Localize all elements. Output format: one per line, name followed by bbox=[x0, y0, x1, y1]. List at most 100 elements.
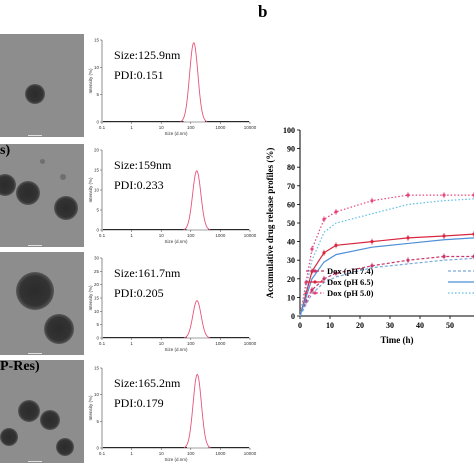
nanoparticle bbox=[0, 428, 18, 446]
release-x-axis-label: Time (h) bbox=[380, 335, 413, 345]
y-axis-label: Intensity (%) bbox=[88, 285, 93, 311]
x-tick-label: 1000 bbox=[215, 341, 226, 346]
release-y-tick-label: 100 bbox=[283, 126, 295, 135]
release-data-point bbox=[322, 277, 326, 281]
y-tick-label: 5 bbox=[96, 419, 99, 424]
tem-image-2: s) bbox=[0, 144, 84, 247]
y-tick-label: 20 bbox=[94, 148, 100, 153]
legend-label: Dox (pH 5.0) bbox=[327, 288, 374, 298]
release-y-tick-label: 30 bbox=[287, 256, 295, 265]
release-y-tick-label: 40 bbox=[287, 238, 295, 247]
x-tick-label: 1 bbox=[130, 233, 133, 238]
size-distribution-curve bbox=[183, 373, 211, 449]
tem-image-4: P-Res) bbox=[0, 360, 84, 463]
tem-label-2: s) bbox=[0, 144, 11, 158]
legend-marker bbox=[313, 269, 317, 273]
release-data-point bbox=[334, 271, 338, 275]
x-tick-label: 1 bbox=[130, 451, 133, 456]
release-y-tick-label: 60 bbox=[287, 200, 295, 209]
y-tick-label: 0 bbox=[96, 446, 99, 451]
x-axis-label: Size (d.nm) bbox=[164, 131, 188, 136]
y-tick-label: 10 bbox=[94, 65, 100, 70]
y-axis-label: Intensity (%) bbox=[88, 395, 93, 421]
tem-image-1 bbox=[0, 34, 84, 137]
release-data-point bbox=[442, 254, 446, 259]
release-data-point bbox=[310, 288, 314, 292]
y-tick-label: 5 bbox=[96, 92, 99, 97]
y-tick-label: 25 bbox=[94, 269, 100, 274]
x-tick-label: 0.1 bbox=[99, 233, 106, 238]
panel-letter-b: b bbox=[258, 2, 268, 21]
release-y-tick-label: 50 bbox=[287, 219, 295, 228]
scale-bar bbox=[28, 245, 42, 246]
release-x-tick-label: 30 bbox=[386, 321, 394, 330]
size-annotation: Size:161.7nm bbox=[114, 266, 181, 280]
legend-marker bbox=[313, 280, 317, 284]
size-distribution-curve bbox=[183, 170, 211, 231]
y-axis-label: Intensity (%) bbox=[88, 68, 93, 94]
y-tick-label: 5 bbox=[96, 322, 99, 327]
x-tick-label: 100 bbox=[187, 233, 195, 238]
release-data-point bbox=[406, 193, 410, 197]
x-tick-label: 10 bbox=[159, 233, 165, 238]
speck bbox=[40, 159, 45, 164]
x-tick-label: 1 bbox=[130, 125, 133, 130]
x-tick-label: 0.1 bbox=[99, 125, 106, 130]
y-tick-label: 0 bbox=[96, 120, 99, 125]
tem-image-3 bbox=[0, 252, 84, 355]
nanoparticle bbox=[18, 400, 40, 422]
release-data-point bbox=[310, 247, 314, 251]
nanoparticle bbox=[25, 84, 45, 104]
scale-bar bbox=[28, 461, 42, 462]
x-tick-label: 1 bbox=[130, 341, 133, 346]
release-series-line bbox=[299, 257, 474, 317]
release-data-point bbox=[370, 199, 374, 203]
y-axis-label: Intensity (%) bbox=[88, 177, 93, 203]
release-series-line bbox=[299, 237, 474, 317]
release-data-point bbox=[370, 264, 374, 268]
x-tick-label: 10 bbox=[159, 341, 165, 346]
release-x-tick-label: 0 bbox=[298, 321, 302, 330]
release-data-point bbox=[442, 234, 446, 238]
release-y-tick-label: 80 bbox=[287, 163, 295, 172]
release-series-line bbox=[299, 198, 474, 317]
scale-bar bbox=[28, 353, 42, 354]
x-tick-label: 10000 bbox=[244, 125, 257, 130]
release-y-tick-label: 90 bbox=[287, 145, 295, 154]
size-annotation: Size:165.2nm bbox=[114, 376, 181, 390]
release-y-tick-label: 0 bbox=[291, 312, 295, 321]
x-tick-label: 100 bbox=[187, 451, 195, 456]
x-tick-label: 10000 bbox=[244, 233, 257, 238]
y-tick-label: 15 bbox=[94, 296, 100, 301]
y-tick-label: 15 bbox=[94, 38, 100, 43]
release-data-point bbox=[406, 236, 410, 240]
release-data-point bbox=[370, 240, 374, 244]
nanoparticle bbox=[16, 181, 40, 205]
legend-marker bbox=[313, 291, 317, 295]
y-tick-label: 10 bbox=[94, 392, 100, 397]
x-tick-label: 100 bbox=[187, 341, 195, 346]
legend-label: Dox (pH 7.4) bbox=[327, 266, 374, 276]
x-tick-label: 100 bbox=[187, 125, 195, 130]
nanoparticle bbox=[56, 438, 74, 456]
tem-label-4: P-Res) bbox=[0, 360, 40, 374]
x-tick-label: 0.1 bbox=[99, 451, 106, 456]
nanoparticle bbox=[44, 314, 74, 344]
nanoparticle bbox=[0, 174, 16, 196]
size-distribution-curve bbox=[180, 42, 208, 122]
nanoparticle bbox=[40, 410, 60, 430]
pdi-annotation: PDI:0.233 bbox=[114, 178, 164, 192]
x-tick-label: 1000 bbox=[215, 233, 226, 238]
y-tick-label: 10 bbox=[94, 309, 100, 314]
release-data-point bbox=[406, 258, 410, 262]
y-tick-label: 10 bbox=[94, 188, 100, 193]
x-tick-label: 0.1 bbox=[99, 341, 106, 346]
legend-label: Dox (pH 6.5) bbox=[327, 277, 374, 287]
release-data-point bbox=[334, 210, 338, 214]
y-tick-label: 0 bbox=[96, 336, 99, 341]
release-y-axis-label: Accumulative drug release profiles (%) bbox=[265, 148, 275, 299]
release-x-tick-label: 20 bbox=[356, 321, 364, 330]
x-tick-label: 10000 bbox=[244, 451, 257, 456]
pdi-annotation: PDI:0.179 bbox=[114, 396, 164, 410]
